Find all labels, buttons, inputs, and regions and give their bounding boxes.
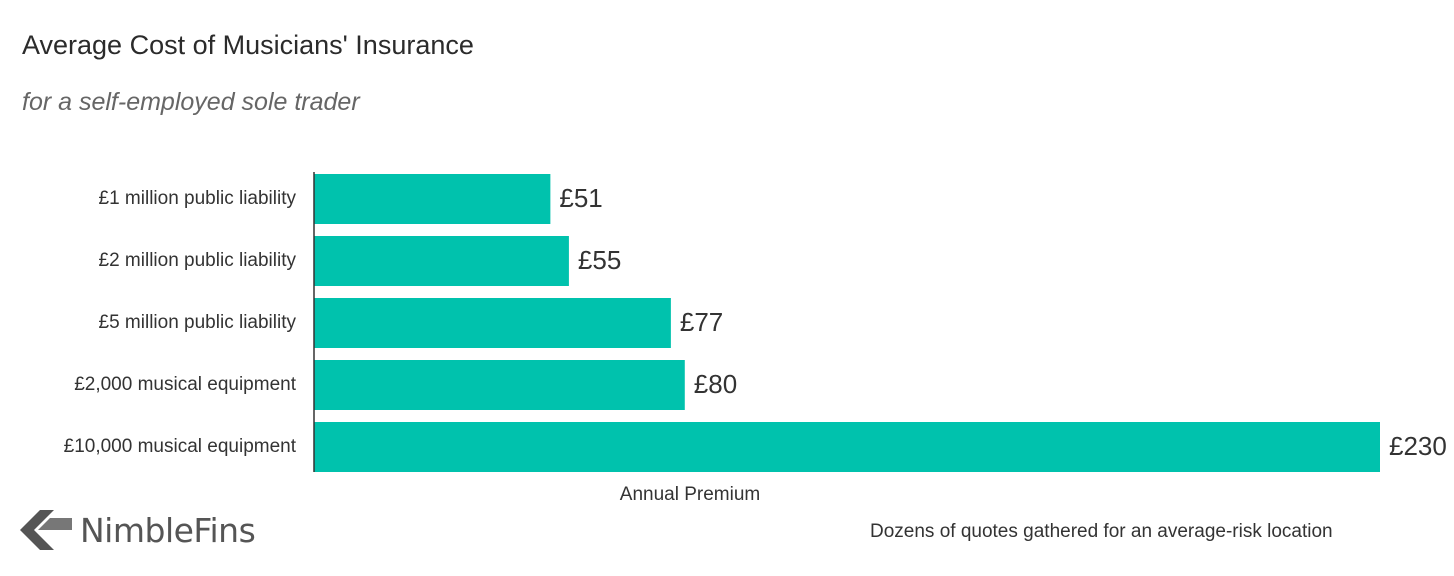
category-label: £2,000 musical equipment xyxy=(74,374,297,395)
category-label: £2 million public liability xyxy=(99,250,297,271)
footnote: Dozens of quotes gathered for an average… xyxy=(870,521,1333,542)
nimblefins-logo: NimbleFins xyxy=(20,508,256,552)
nimblefins-fin-icon xyxy=(20,510,72,550)
value-label: £77 xyxy=(680,307,723,337)
value-label: £230 xyxy=(1389,431,1447,461)
value-label: £51 xyxy=(559,183,602,213)
value-label: £55 xyxy=(578,245,621,275)
chart-subtitle: for a self-employed sole trader xyxy=(22,88,360,116)
category-label: £1 million public liability xyxy=(99,188,297,209)
bar xyxy=(314,360,685,410)
bar xyxy=(314,422,1380,472)
chart-title: Average Cost of Musicians' Insurance xyxy=(22,30,474,60)
category-label: £10,000 musical equipment xyxy=(64,436,297,457)
logo-text: NimbleFins xyxy=(80,510,256,550)
value-label: £80 xyxy=(694,369,737,399)
bar xyxy=(314,236,569,286)
bar xyxy=(314,298,671,348)
category-label: £5 million public liability xyxy=(99,312,297,333)
bar xyxy=(314,174,551,224)
bar-chart: £1 million public liability £51 £2 million… xyxy=(64,172,1447,505)
x-axis-label: Annual Premium xyxy=(620,484,760,505)
